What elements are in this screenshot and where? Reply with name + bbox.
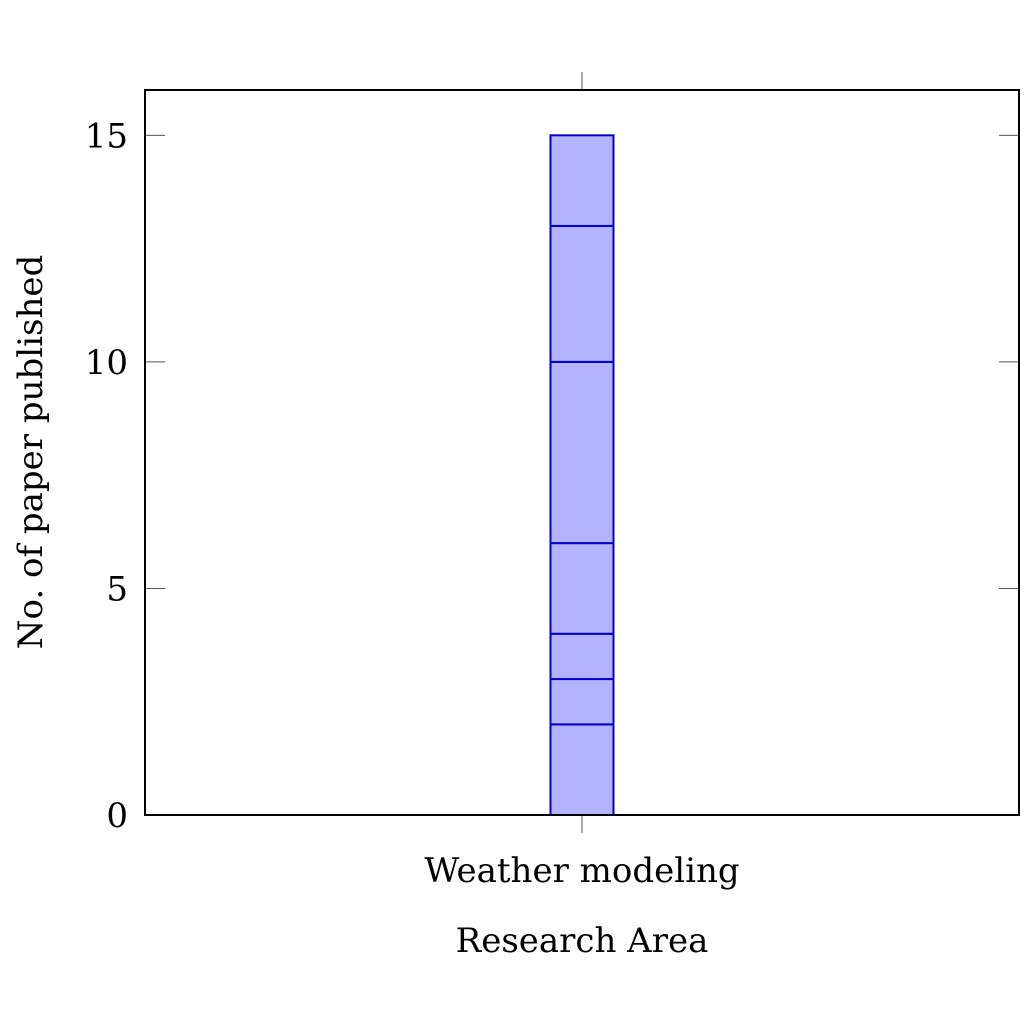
bar-segment (549, 632, 615, 681)
labels-layer: Weather modeling 0 5 10 15 (85, 116, 740, 891)
y-tick-label: 15 (85, 116, 128, 156)
bar-segment (549, 678, 615, 726)
plot-frame (144, 89, 1020, 816)
bar-segment (549, 723, 615, 816)
bar-segment (549, 224, 615, 363)
y-tick-label: 5 (106, 569, 128, 609)
y-axis-title: No. of paper published (11, 255, 51, 650)
bar-segment (549, 542, 615, 635)
x-tick-label: Weather modeling (424, 851, 739, 891)
x-axis-title: Research Area (456, 921, 709, 961)
bar-segment (549, 134, 615, 227)
y-tick-label: 10 (85, 343, 128, 383)
bars-layer (549, 134, 615, 816)
y-tick-label: 0 (106, 796, 128, 836)
bar-segment (549, 360, 615, 545)
